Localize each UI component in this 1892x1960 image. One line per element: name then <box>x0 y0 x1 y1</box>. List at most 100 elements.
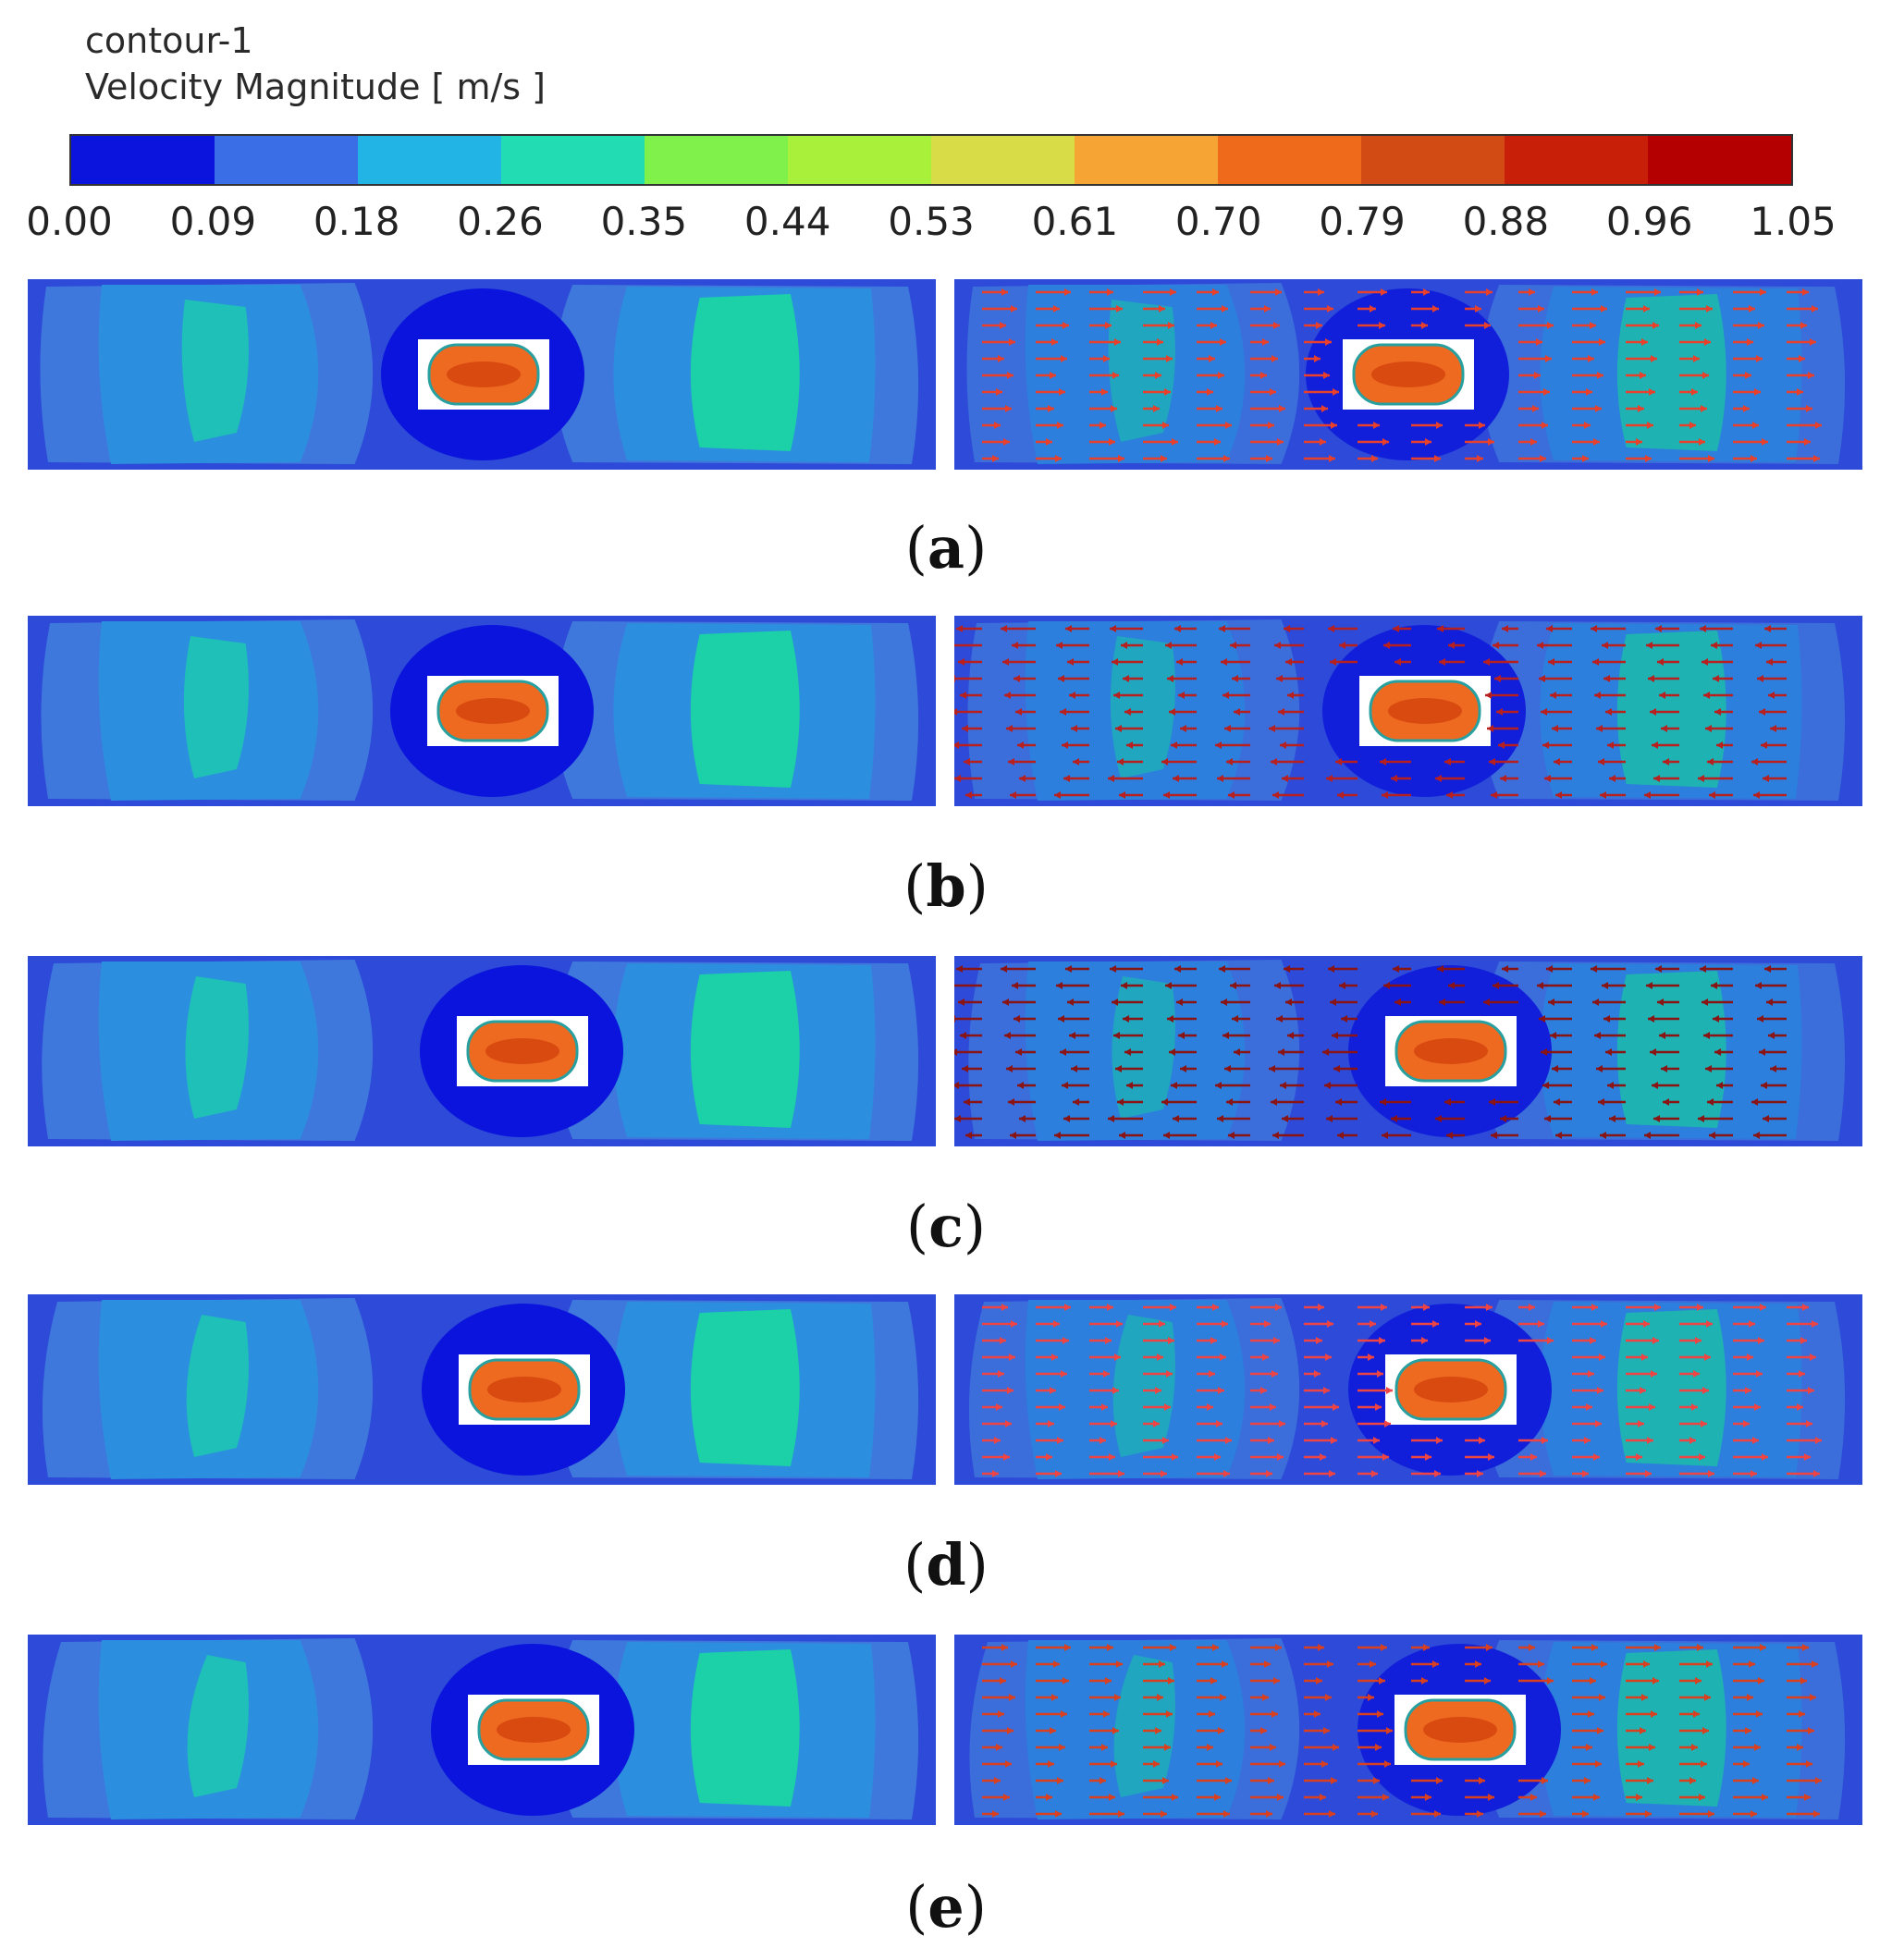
velocity-vectors <box>982 1644 1822 1818</box>
vector-arrowhead <box>1230 982 1236 989</box>
vector-arrowhead <box>1598 758 1604 766</box>
vector-arrowhead <box>1220 1354 1226 1361</box>
vector-arrowhead <box>965 791 972 799</box>
vector-arrowhead <box>1595 405 1602 412</box>
vector-arrowhead <box>1797 388 1803 396</box>
colorbar-tick-label: 1.05 <box>1750 199 1837 244</box>
vector-arrowhead <box>1768 1032 1775 1039</box>
vector-arrowhead <box>1063 322 1069 329</box>
vector-arrowhead <box>1706 1660 1713 1668</box>
vector-arrowhead <box>1747 338 1753 346</box>
vector-arrowhead <box>1105 1337 1112 1344</box>
vector-arrowhead <box>1276 675 1283 682</box>
vector-arrowhead <box>1325 1354 1332 1361</box>
vector-arrowhead <box>1477 1470 1483 1477</box>
colorbar <box>69 134 1793 186</box>
vector-arrowhead <box>998 1370 1004 1378</box>
vector-arrowhead <box>1328 965 1334 973</box>
vector-arrowhead <box>1266 1470 1272 1477</box>
vector-arrowhead <box>1069 692 1075 699</box>
vector-arrowhead <box>1273 1337 1280 1344</box>
vector-arrowhead <box>1766 998 1773 1006</box>
vector-arrowhead <box>1051 1354 1058 1361</box>
vector-arrowhead <box>1436 1777 1443 1784</box>
vector-arrowhead <box>1548 658 1554 666</box>
vector-arrowhead <box>1609 775 1616 782</box>
vector-arrowhead <box>1003 1794 1010 1801</box>
vector-arrowhead <box>1711 982 1717 989</box>
vector-arrowhead <box>1314 355 1321 362</box>
vector-arrowhead <box>1015 708 1022 716</box>
vector-arrowhead <box>1379 1677 1385 1684</box>
vector-arrowhead <box>1762 438 1768 446</box>
vector-arrowhead <box>1812 305 1818 312</box>
vector-arrowhead <box>1320 438 1326 446</box>
vector-arrowhead <box>1386 1387 1393 1394</box>
vector-arrowhead <box>1046 1453 1052 1461</box>
vector-arrowhead <box>1316 322 1322 329</box>
vector-arrowhead <box>1264 1660 1271 1668</box>
vector-arrowhead <box>1341 1015 1347 1023</box>
vector-arrowhead <box>1225 1437 1232 1444</box>
vector-arrowhead <box>1599 1694 1605 1701</box>
vector-arrowhead <box>1050 1727 1056 1734</box>
caption-paren-open: ( <box>903 852 927 920</box>
vector-arrowhead <box>1159 1320 1165 1328</box>
vector-arrowhead <box>1487 725 1493 732</box>
vector-arrowhead <box>1636 1794 1642 1801</box>
vector-arrowhead <box>1755 982 1762 989</box>
vector-arrowhead <box>1157 1354 1163 1361</box>
vector-arrowhead <box>1800 1677 1807 1684</box>
obstacle-core <box>497 1717 571 1743</box>
vector-arrowhead <box>1584 422 1591 429</box>
vector-arrowhead <box>1695 1337 1702 1344</box>
vector-arrowhead <box>1541 1048 1547 1056</box>
vector-arrowhead <box>1540 1470 1546 1477</box>
vector-arrowhead <box>1590 1677 1596 1684</box>
vector-arrowhead <box>1118 1810 1124 1818</box>
vector-arrowhead <box>1764 965 1771 973</box>
vector-arrowhead <box>1111 405 1117 412</box>
vector-arrowhead <box>1444 758 1451 766</box>
vector-arrowhead <box>1698 1115 1704 1122</box>
vector-arrowhead <box>1488 1794 1494 1801</box>
vector-arrowhead <box>1659 692 1665 699</box>
vector-arrowhead <box>1112 1387 1119 1394</box>
vector-arrowhead <box>1760 1644 1766 1651</box>
vector-arrowhead <box>1502 965 1508 973</box>
vector-arrowhead <box>958 658 964 666</box>
vector-arrowhead <box>1173 775 1179 782</box>
vector-arrowhead <box>996 1403 1002 1411</box>
vector-panel-right <box>954 1294 1862 1485</box>
vector-arrowhead <box>1006 725 1013 732</box>
vector-arrowhead <box>1215 1082 1222 1089</box>
colorbar-tick-label: 0.26 <box>457 199 544 244</box>
vector-arrowhead <box>1757 675 1763 682</box>
vector-arrowhead <box>1425 1453 1431 1461</box>
vector-arrowhead <box>1745 1387 1751 1394</box>
vector-arrowhead <box>1339 982 1345 989</box>
vector-arrowhead <box>1214 1453 1221 1461</box>
caption-paren-open: ( <box>904 514 928 582</box>
vector-arrowhead <box>1170 1304 1176 1311</box>
vector-arrowhead <box>1105 322 1112 329</box>
vector-arrowhead <box>954 1015 955 1023</box>
velocity-core <box>690 1309 800 1466</box>
vector-arrowhead <box>1391 1115 1397 1122</box>
vector-arrowhead <box>1752 1777 1759 1784</box>
vector-arrowhead <box>1073 1098 1079 1106</box>
vector-arrowhead <box>1162 1437 1169 1444</box>
vector-arrowhead <box>1269 725 1275 732</box>
vector-arrowhead <box>1268 1437 1274 1444</box>
vector-arrowhead <box>1325 338 1332 346</box>
obstacle-core <box>1414 1377 1488 1403</box>
vector-arrowhead <box>1705 725 1712 732</box>
vector-arrowhead <box>1103 1370 1110 1378</box>
vector-arrowhead <box>1756 1370 1763 1378</box>
vector-arrowhead <box>1000 322 1006 329</box>
vector-arrowhead <box>1650 1048 1656 1056</box>
contour-panel-left <box>28 279 936 470</box>
vector-arrowhead <box>1383 642 1390 649</box>
vector-arrowhead <box>1759 708 1765 716</box>
vector-arrowhead <box>1488 438 1494 446</box>
